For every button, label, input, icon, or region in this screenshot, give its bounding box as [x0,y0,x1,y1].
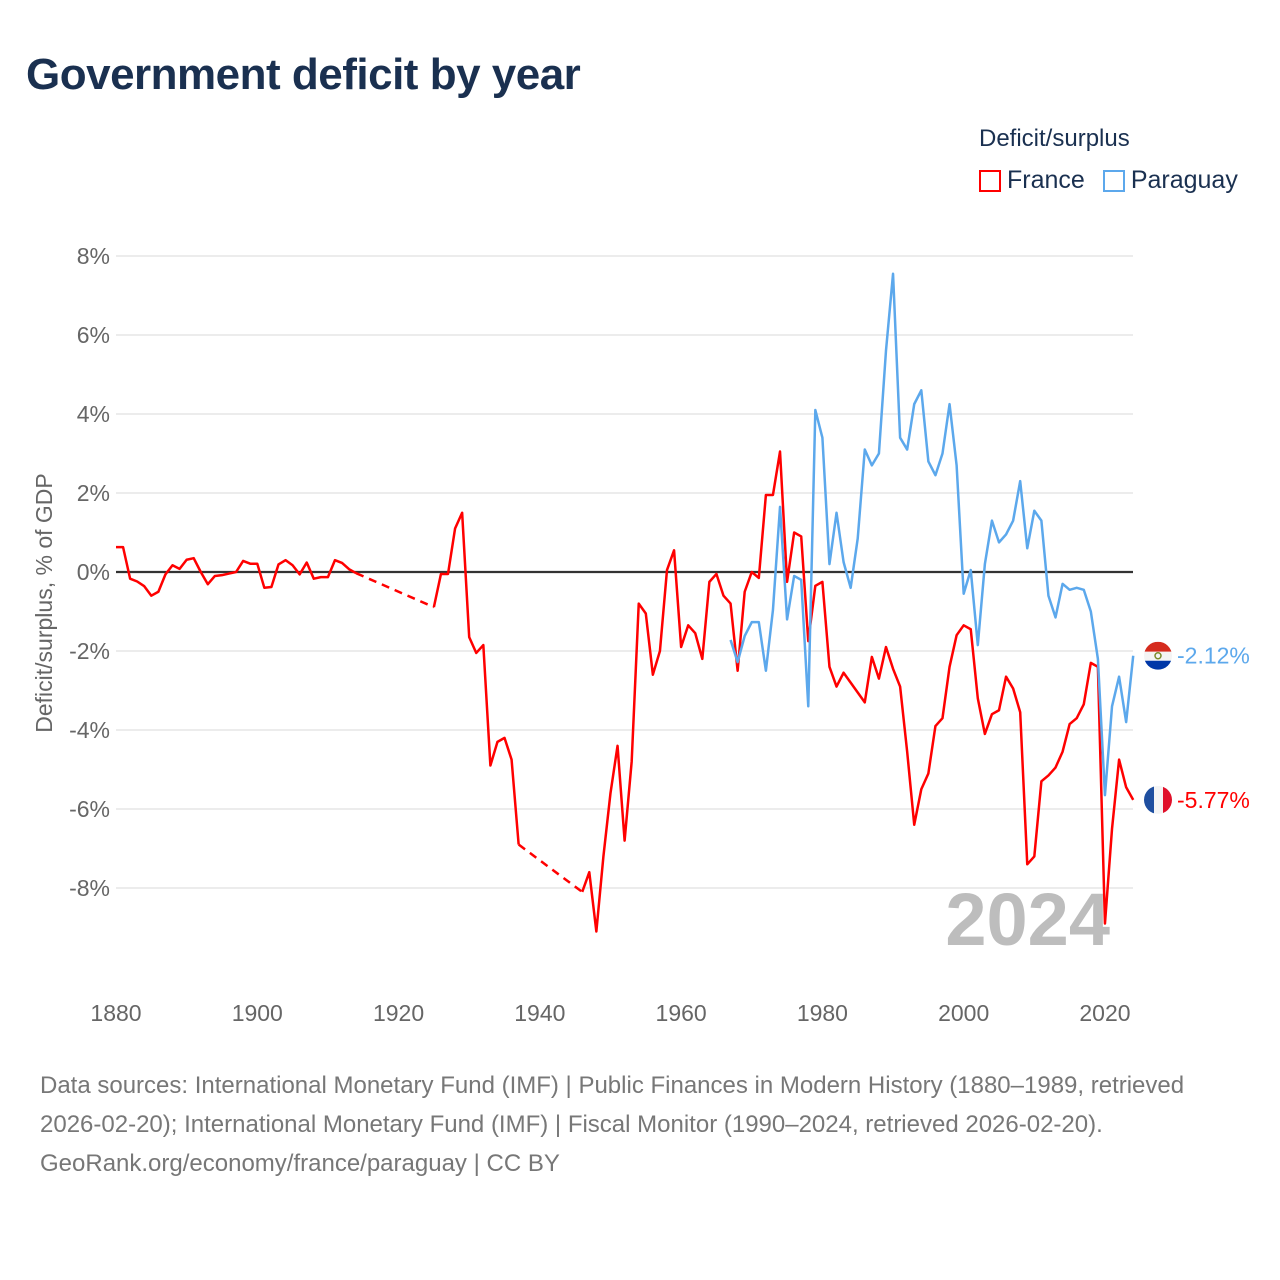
legend-item-france[interactable]: France [979,166,1085,195]
y-axis-label: Deficit/surplus, % of GDP [31,473,57,732]
y-tick-label: 0% [77,559,110,585]
x-tick-label: 1980 [797,1000,848,1026]
legend-label-france: France [1007,166,1085,194]
x-tick-label: 1900 [232,1000,283,1026]
flag-paraguay-icon [1144,641,1172,670]
footer: Data sources: International Monetary Fun… [40,1066,1240,1183]
y-tick-label: 6% [77,322,110,348]
end-label-paraguay: -2.12% [1177,643,1250,669]
y-tick-label: -2% [69,638,110,664]
x-tick-label: 1940 [514,1000,565,1026]
legend-title: Deficit/surplus [979,125,1130,152]
y-tick-label: 8% [77,243,110,269]
y-tick-label: 2% [77,480,110,506]
series-line-paraguay [729,272,1135,797]
legend-item-paraguay[interactable]: Paraguay [1102,166,1238,195]
page-title: Government deficit by year [26,50,581,99]
legend-swatch-paraguay [1102,169,1125,192]
x-tick-label: 2020 [1079,1000,1130,1026]
x-tick-label: 1960 [656,1000,707,1026]
credit-link[interactable]: GeoRank.org/economy/france/paraguay | CC… [40,1150,560,1177]
y-tick-label: -6% [69,796,110,822]
gap-connector-france [517,843,583,893]
flag-france-icon [1144,785,1172,814]
line-chart: -8% -6% -4% -2% 0% 2% 4% 6% 8% 1880 1900 1920 1940 19… [31,243,1250,1026]
x-tick-label: 1880 [90,1000,141,1026]
gap-connector-france [355,572,435,609]
y-tick-label: 4% [77,401,110,427]
y-tick-label: -4% [69,717,110,743]
legend-label-paraguay: Paraguay [1130,166,1238,194]
y-tick-label: -8% [69,875,110,901]
series-line-france [116,545,357,597]
data-sources: Data sources: International Monetary Fun… [40,1072,1185,1138]
series-line-france [581,450,1135,933]
legend: France Paraguay [979,166,1238,195]
series-line-france [432,511,520,845]
x-tick-label: 1920 [373,1000,424,1026]
year-watermark: 2024 [945,878,1110,961]
legend-swatch-france [979,169,1001,192]
x-tick-label: 2000 [938,1000,989,1026]
end-label-france: -5.77% [1177,787,1250,813]
